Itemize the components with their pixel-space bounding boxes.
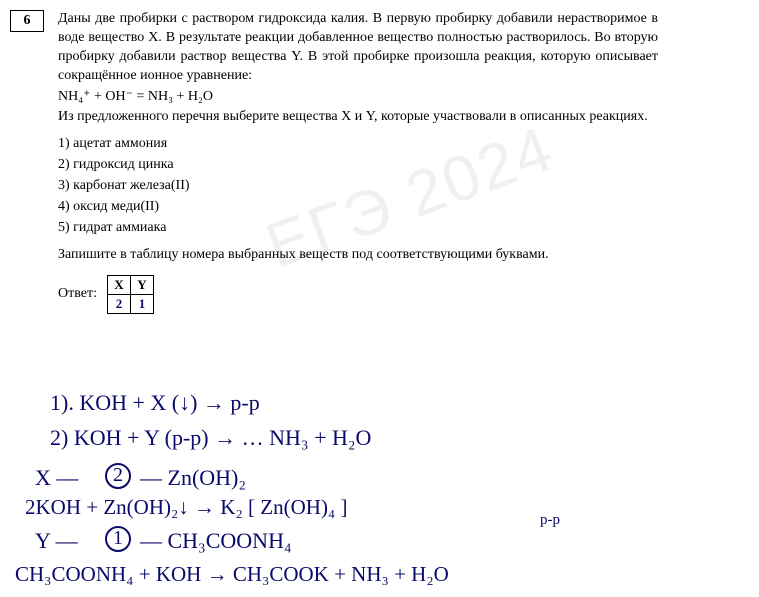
- answer-val-y: 1: [130, 294, 153, 313]
- answer-label: Ответ:: [58, 285, 97, 304]
- answer-head-x: X: [107, 275, 130, 294]
- question-number-box: 6: [10, 10, 44, 32]
- hand-line-4: 2KOH + Zn(OH)₂↓ → K₂ [ Zn(OH)₄ ]: [25, 495, 348, 520]
- answer-table: X Y 2 1: [107, 275, 154, 314]
- problem-paragraph-1: Даны две пробирки с раствором гидроксида…: [58, 10, 658, 86]
- hand-line-3a: X —: [35, 465, 78, 491]
- hand-line-5c: — CH₃COONH₄: [140, 528, 292, 554]
- hand-line-4-sub: р-р: [540, 512, 560, 529]
- answer-row: Ответ: X Y 2 1: [58, 275, 658, 314]
- option-3: 3) карбонат железа(II): [58, 177, 658, 196]
- problem-paragraph-2: Из предложенного перечня выберите вещест…: [58, 108, 658, 127]
- hand-line-1: 1). KOH + X (↓) → р-р: [50, 390, 260, 416]
- hand-line-6: CH₃COONH₄ + KOH → CH₃COOK + NH₃ + H₂O: [15, 562, 449, 587]
- answer-val-x: 2: [107, 294, 130, 313]
- ionic-equation: NH₄⁺ + OH⁻ = NH₃ + H₂O: [58, 88, 658, 107]
- hand-line-2: 2) KOH + Y (р-р) → … NH₃ + H₂O: [50, 425, 371, 451]
- hand-line-3-circled: 2: [105, 463, 131, 489]
- hand-line-3c: — Zn(OH)₂: [140, 465, 246, 491]
- hand-line-5-circled: 1: [105, 526, 131, 552]
- option-2: 2) гидроксид цинка: [58, 156, 658, 175]
- problem-block: Даны две пробирки с раствором гидроксида…: [58, 10, 658, 314]
- answer-head-y: Y: [130, 275, 153, 294]
- instruction: Запишите в таблицу номера выбранных веще…: [58, 246, 658, 265]
- circled-2: 2: [105, 463, 131, 489]
- option-5: 5) гидрат аммиака: [58, 219, 658, 238]
- hand-line-5a: Y —: [35, 528, 78, 554]
- option-4: 4) оксид меди(II): [58, 198, 658, 217]
- options-list: 1) ацетат аммония 2) гидроксид цинка 3) …: [58, 135, 658, 237]
- circled-1: 1: [105, 526, 131, 552]
- option-1: 1) ацетат аммония: [58, 135, 658, 154]
